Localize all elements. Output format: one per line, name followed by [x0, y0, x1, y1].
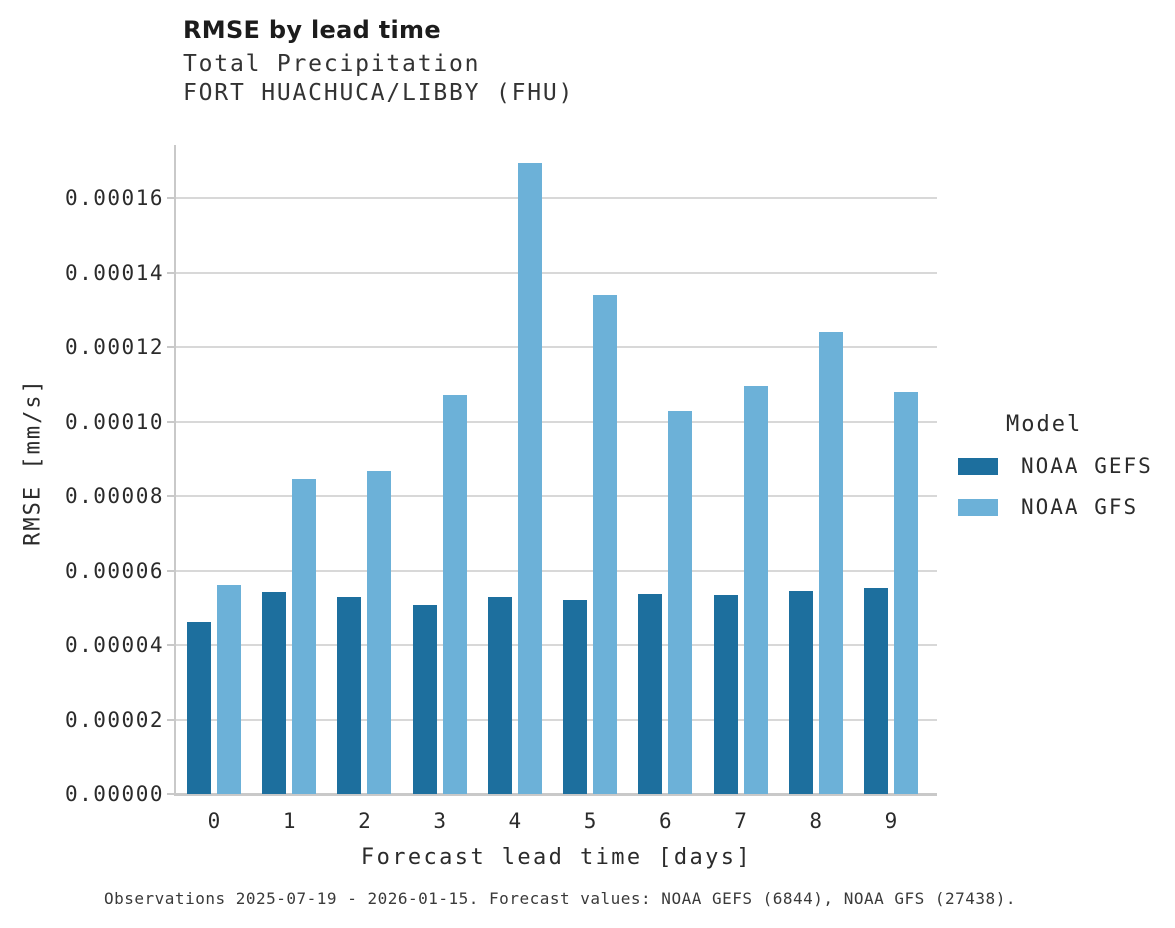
legend-entries: NOAA GEFS NOAA GFS	[958, 454, 1153, 519]
bar-noaa-gfs-day-9	[893, 391, 918, 794]
legend-label: NOAA GEFS	[1021, 454, 1153, 478]
bar-noaa-gefs-day-1	[262, 592, 287, 794]
x-tick-label: 4	[508, 809, 522, 833]
gridline	[176, 718, 937, 721]
y-tick-mark	[167, 495, 174, 497]
y-tick-label: 0.00008	[64, 484, 164, 508]
chart-title: RMSE by lead time	[183, 16, 441, 44]
gridline	[176, 346, 937, 348]
legend-swatch-noaa-gfs	[958, 498, 998, 516]
bar-noaa-gfs-day-6	[668, 410, 693, 794]
bar-noaa-gefs-day-2	[337, 596, 362, 794]
bar-noaa-gefs-day-4	[487, 596, 512, 794]
bar-noaa-gfs-day-4	[517, 162, 542, 794]
y-tick-mark	[167, 346, 174, 348]
y-tick-mark	[167, 569, 174, 572]
x-tick-label: 2	[358, 809, 371, 833]
plot-area	[167, 145, 937, 796]
bar-noaa-gfs-day-2	[367, 471, 392, 794]
bar-noaa-gefs-day-3	[412, 604, 437, 794]
y-tick-label: 0.00010	[64, 409, 164, 434]
gridline	[176, 495, 937, 497]
bar-noaa-gfs-day-1	[292, 479, 317, 794]
chart-subtitle-station: FORT HUACHUCA/LIBBY (FHU)	[183, 80, 575, 106]
gridline	[176, 197, 937, 199]
legend-entry: NOAA GFS	[958, 495, 1153, 519]
x-tick-label: 9	[884, 809, 898, 833]
x-axis-title: Forecast lead time [days]	[360, 845, 753, 870]
bar-noaa-gfs-day-3	[442, 395, 467, 794]
chart-subtitle-variable: Total Precipitation	[183, 51, 481, 77]
bar-noaa-gfs-day-0	[217, 585, 241, 794]
gridline	[176, 271, 937, 274]
y-tick-mark	[167, 420, 174, 423]
y-tick-label: 0.00006	[64, 558, 164, 583]
bar-noaa-gefs-day-7	[713, 595, 738, 794]
legend-title: Model	[1006, 412, 1083, 437]
gridline	[176, 569, 937, 572]
x-tick-label: 3	[433, 809, 446, 833]
y-tick-mark	[167, 793, 174, 795]
y-tick-label: 0.00002	[64, 707, 164, 732]
x-tick-label: 1	[282, 809, 296, 833]
bar-noaa-gefs-day-9	[863, 588, 888, 794]
y-tick-mark	[167, 271, 174, 274]
legend-entry: NOAA GEFS	[958, 454, 1153, 478]
bar-noaa-gefs-day-0	[187, 621, 211, 794]
x-axis-line	[174, 793, 937, 796]
x-tick-label: 8	[809, 809, 823, 833]
y-axis-tick-labels: 0.00000 0.00002 0.00004 0.00006 0.00008 0.000…	[30, 145, 164, 806]
bar-noaa-gefs-day-5	[563, 600, 588, 794]
x-tick-label: 7	[734, 809, 747, 833]
x-tick-label: 5	[583, 809, 597, 833]
legend: Model NOAA GEFS NOAA GFS	[958, 412, 1153, 519]
legend-swatch-noaa-gefs	[958, 457, 998, 475]
bar-noaa-gfs-day-5	[593, 295, 618, 794]
bar-noaa-gfs-day-8	[818, 332, 843, 794]
y-tick-label: 0.00014	[64, 260, 164, 285]
y-tick-label: 0.00016	[64, 186, 164, 210]
x-tick-label: 6	[658, 809, 672, 833]
gridline	[176, 644, 937, 646]
gridline	[176, 420, 937, 423]
y-tick-label: 0.00000	[64, 782, 164, 806]
y-tick-mark	[167, 197, 174, 199]
y-tick-mark	[167, 644, 174, 646]
legend-label: NOAA GFS	[1021, 495, 1139, 519]
y-tick-label: 0.00012	[64, 335, 164, 359]
footer-note: Observations 2025-07-19 - 2026-01-15. Fo…	[104, 889, 1016, 908]
bar-noaa-gefs-day-8	[788, 591, 813, 794]
y-axis-spine	[174, 145, 176, 794]
bar-noaa-gfs-day-7	[743, 385, 768, 794]
y-tick-label: 0.00004	[64, 633, 164, 657]
bar-noaa-gefs-day-6	[638, 594, 663, 794]
x-tick-label: 0	[207, 809, 221, 833]
y-tick-mark	[167, 718, 174, 721]
